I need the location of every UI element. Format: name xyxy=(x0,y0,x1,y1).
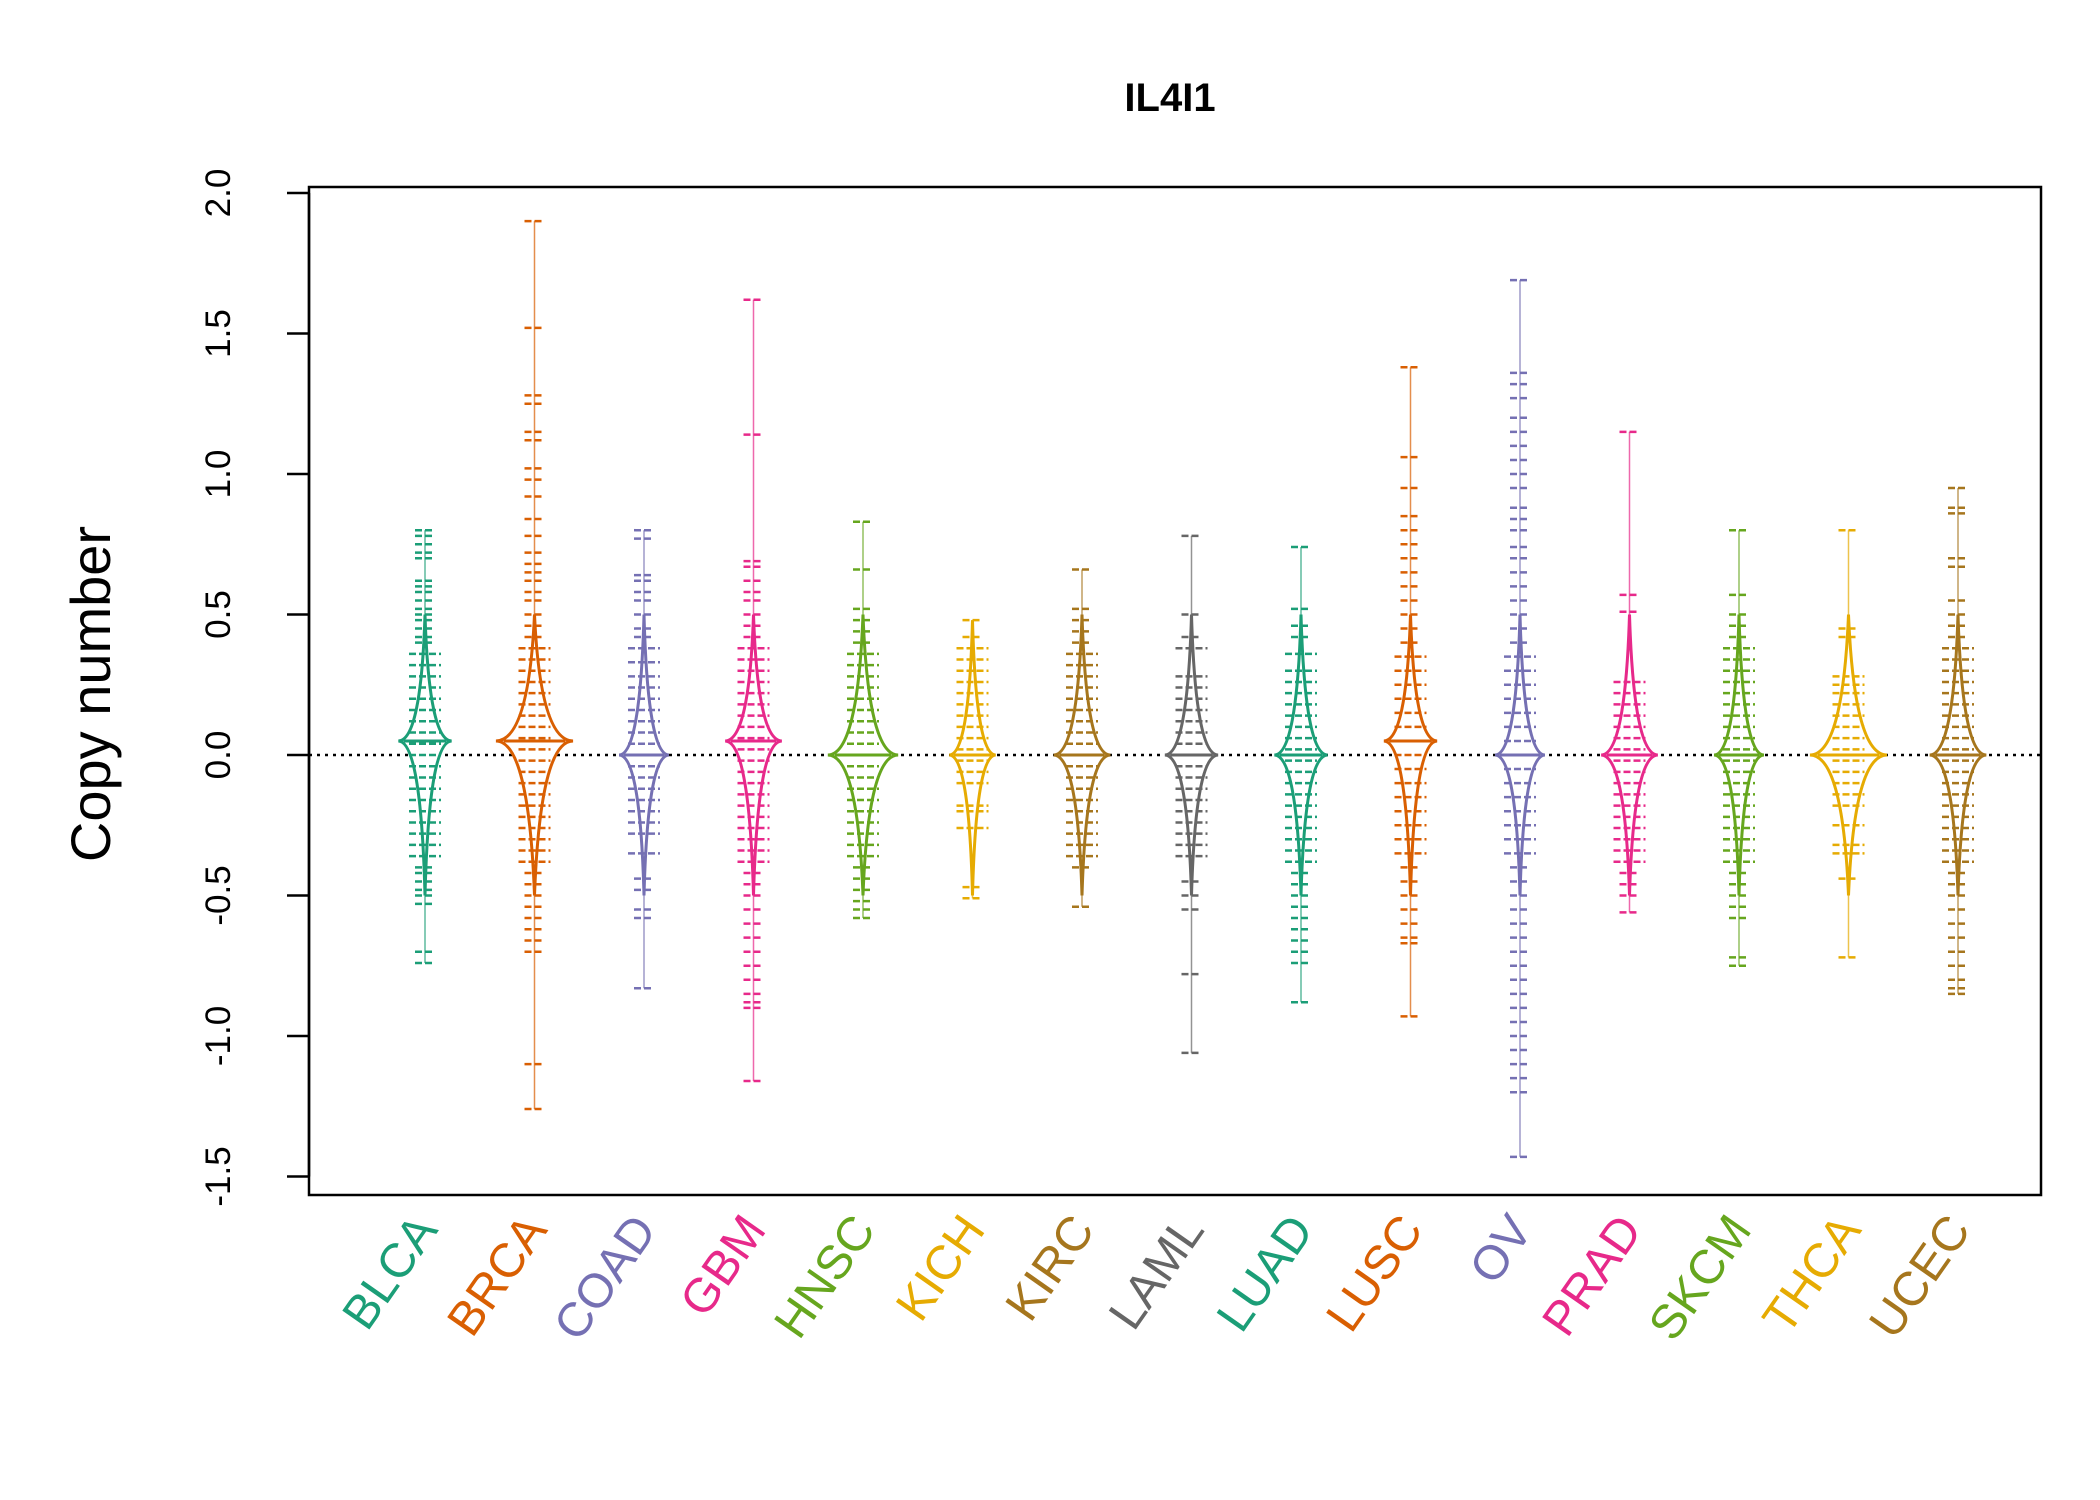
category-label-lusc: LUSC xyxy=(1317,1206,1434,1341)
plot-marks xyxy=(309,219,2041,1159)
y-tick-label: 1.0 xyxy=(199,450,238,499)
bean-lusc xyxy=(1383,365,1438,1018)
bean-prad xyxy=(1600,430,1659,914)
bean-laml xyxy=(1164,534,1219,1055)
category-label-kich: KICH xyxy=(886,1206,995,1330)
bean-hnsc xyxy=(827,520,899,920)
bean-density xyxy=(948,620,997,896)
plot-frame xyxy=(307,185,2043,1197)
bean-ov xyxy=(1494,278,1546,1159)
bean-brca xyxy=(495,219,574,1111)
y-tick-label: 0.0 xyxy=(199,731,238,780)
y-axis: -1.5 -1.0 -0.5 0.0 0.5 1.0 1.5 2.0 xyxy=(199,169,311,1207)
category-label-ucec: UCEC xyxy=(1860,1206,1981,1348)
category-label-kirc: KIRC xyxy=(996,1206,1105,1330)
y-axis-label: Copy number xyxy=(59,526,122,862)
category-label-laml: LAML xyxy=(1099,1206,1214,1339)
category-label-blca: BLCA xyxy=(333,1206,448,1339)
bean-gbm xyxy=(724,298,783,1083)
bean-thca xyxy=(1809,528,1888,959)
y-tick-label: 0.5 xyxy=(199,590,238,639)
category-label-ov: OV xyxy=(1460,1206,1543,1293)
category-label-hnsc: HNSC xyxy=(765,1206,886,1348)
category-label-skcm: SKCM xyxy=(1639,1206,1762,1350)
category-label-brca: BRCA xyxy=(438,1206,558,1346)
y-tick-label: -1.5 xyxy=(199,1146,238,1206)
bean-kich xyxy=(948,618,997,900)
y-tick-label: -0.5 xyxy=(199,865,238,925)
y-tick-label: 1.5 xyxy=(199,309,238,358)
bean-ucec xyxy=(1929,486,1987,996)
y-tick-label: 2.0 xyxy=(199,169,238,218)
category-label-thca: THCA xyxy=(1753,1206,1871,1343)
category-label-luad: LUAD xyxy=(1207,1206,1324,1341)
bean-density xyxy=(495,614,574,896)
bean-skcm xyxy=(1713,528,1765,967)
bean-luad xyxy=(1273,545,1329,1004)
bean-kirc xyxy=(1053,568,1111,908)
y-tick-label: -1.0 xyxy=(199,1006,238,1066)
category-label-prad: PRAD xyxy=(1533,1206,1653,1346)
chart-title: IL4I1 xyxy=(1124,76,1215,120)
category-label-gbm: GBM xyxy=(670,1206,776,1326)
category-label-coad: COAD xyxy=(544,1206,667,1350)
bean-blca xyxy=(397,528,453,965)
bean-coad xyxy=(618,528,670,990)
